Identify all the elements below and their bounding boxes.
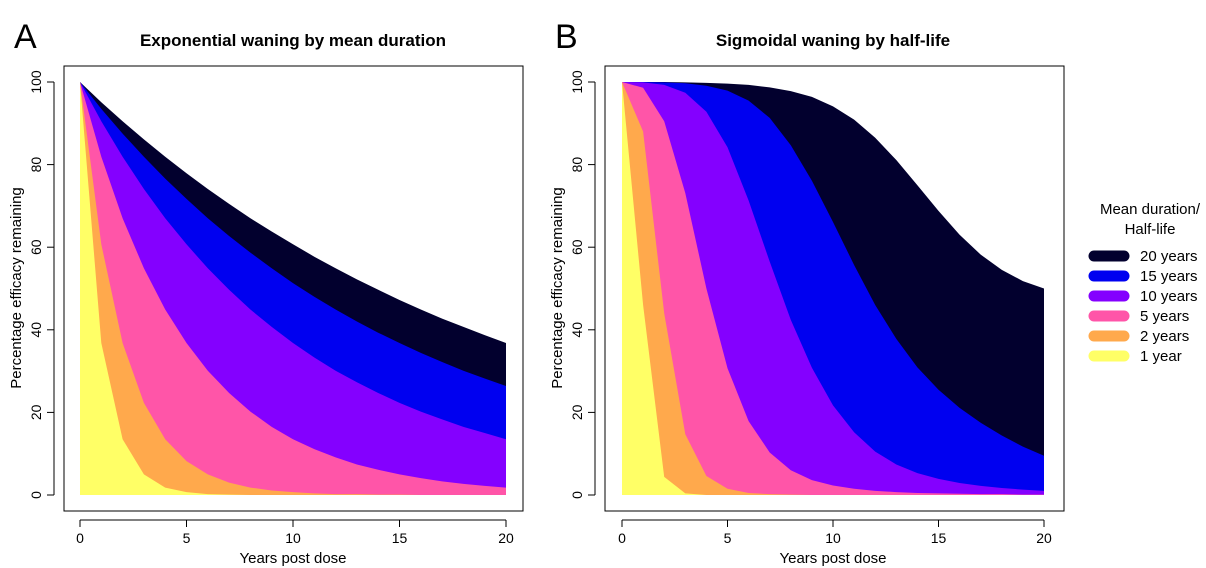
panel-letter: B bbox=[555, 18, 578, 56]
x-tick-label: 10 bbox=[285, 530, 301, 546]
x-axis: 0 5 10 15 20 bbox=[618, 519, 1052, 546]
legend-label: 10 years bbox=[1140, 288, 1198, 305]
legend-label: 1 year bbox=[1140, 348, 1182, 365]
y-tick-label: 80 bbox=[28, 157, 44, 173]
legend-label: 5 years bbox=[1140, 308, 1189, 325]
chart-title: Sigmoidal waning by half-life bbox=[716, 31, 950, 50]
plot-frame bbox=[63, 65, 524, 512]
y-tick-label: 100 bbox=[28, 70, 44, 94]
x-tick-label: 20 bbox=[1036, 530, 1052, 546]
legend: Mean duration/ Half-life 20 years 15 year… bbox=[1088, 201, 1201, 365]
y-axis-label: Percentage efficacy remaining bbox=[549, 187, 566, 389]
legend-title-line1: Mean duration/ bbox=[1100, 201, 1201, 218]
y-axis: 0 20 40 60 80 100 bbox=[569, 70, 596, 499]
area-series-5-years bbox=[622, 82, 1044, 495]
y-tick-label: 0 bbox=[28, 491, 44, 499]
legend-label: 20 years bbox=[1140, 248, 1198, 265]
y-tick-label: 20 bbox=[569, 404, 585, 420]
x-axis: 0 5 10 15 20 bbox=[76, 519, 514, 546]
area-layer bbox=[80, 82, 506, 495]
legend-title-line2: Half-life bbox=[1125, 221, 1176, 238]
area-series-1-year bbox=[80, 82, 506, 495]
area-series-2-years bbox=[622, 82, 1044, 495]
y-tick-label: 0 bbox=[569, 491, 585, 499]
legend-entries: 20 years 15 years 10 years 5 years 2 years 1 … bbox=[1088, 248, 1198, 365]
x-tick-label: 5 bbox=[183, 530, 191, 546]
x-tick-label: 10 bbox=[825, 530, 841, 546]
panel-b: B Sigmoidal waning by half-life 0 5 10 15 20… bbox=[549, 18, 1065, 567]
area-layer bbox=[622, 82, 1044, 495]
legend-label: 15 years bbox=[1140, 268, 1198, 285]
x-tick-label: 15 bbox=[931, 530, 947, 546]
y-axis: 0 20 40 60 80 100 bbox=[28, 70, 55, 499]
y-tick-label: 60 bbox=[28, 239, 44, 255]
y-tick-label: 80 bbox=[569, 157, 585, 173]
y-tick-label: 40 bbox=[28, 322, 44, 338]
x-tick-label: 0 bbox=[76, 530, 84, 546]
y-axis-label: Percentage efficacy remaining bbox=[8, 187, 25, 389]
y-tick-label: 60 bbox=[569, 239, 585, 255]
x-axis-label: Years post dose bbox=[239, 550, 346, 567]
panel-a: A Exponential waning by mean duration 0 5… bbox=[8, 18, 524, 567]
x-tick-label: 0 bbox=[618, 530, 626, 546]
x-tick-label: 5 bbox=[724, 530, 732, 546]
legend-label: 2 years bbox=[1140, 328, 1189, 345]
y-tick-label: 40 bbox=[569, 322, 585, 338]
x-tick-label: 20 bbox=[498, 530, 514, 546]
chart-title: Exponential waning by mean duration bbox=[140, 31, 446, 50]
y-tick-label: 100 bbox=[569, 70, 585, 94]
plot-frame bbox=[604, 65, 1065, 512]
x-tick-label: 15 bbox=[392, 530, 408, 546]
x-axis-label: Years post dose bbox=[779, 550, 886, 567]
y-tick-label: 20 bbox=[28, 404, 44, 420]
area-series-5-years bbox=[80, 82, 506, 495]
panel-letter: A bbox=[14, 18, 37, 56]
